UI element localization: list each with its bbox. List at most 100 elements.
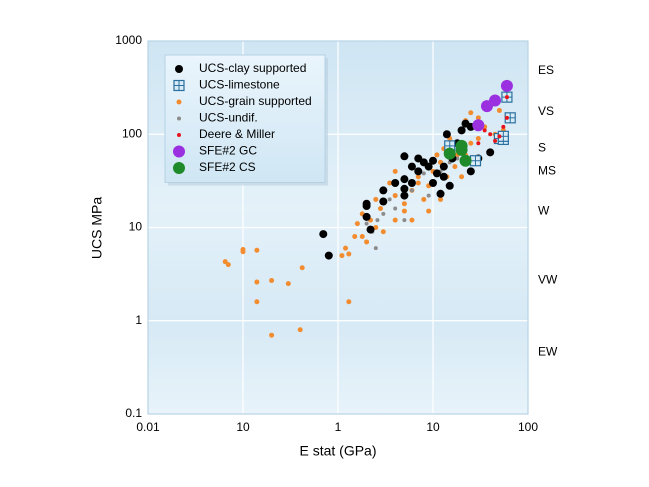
point	[421, 171, 426, 176]
point	[387, 197, 392, 202]
point	[434, 152, 440, 158]
point	[297, 327, 303, 333]
point	[496, 107, 502, 113]
point	[459, 154, 472, 167]
point	[407, 179, 416, 188]
legend-label: Deere & Miller	[199, 127, 275, 141]
point	[381, 211, 386, 216]
point	[400, 175, 409, 184]
point	[501, 124, 506, 129]
point	[377, 205, 383, 211]
point	[426, 193, 431, 198]
legend-label: SFE#2 CS	[199, 160, 256, 174]
strength-class-label: VS	[538, 104, 554, 118]
x-axis-title: E stat (GPa)	[299, 443, 376, 459]
point	[254, 279, 260, 285]
marker	[177, 133, 181, 137]
marker	[173, 79, 185, 92]
marker	[173, 162, 185, 174]
marker	[177, 116, 181, 121]
point	[436, 189, 445, 198]
point	[362, 212, 371, 221]
marker	[176, 99, 182, 105]
point	[379, 186, 388, 195]
point	[387, 180, 393, 186]
point	[500, 79, 513, 92]
y-tick-label: 0.1	[125, 406, 142, 420]
plot-frame	[147, 40, 529, 415]
point	[455, 143, 468, 156]
point	[429, 179, 437, 188]
legend	[164, 54, 326, 183]
point	[409, 188, 414, 193]
point	[362, 202, 371, 211]
point	[489, 94, 502, 107]
legend-label: UCS-undif.	[199, 111, 258, 125]
point	[225, 262, 231, 268]
y-tick-label: 1000	[115, 33, 142, 47]
point	[319, 230, 328, 239]
point	[445, 181, 454, 190]
point	[472, 119, 485, 132]
point	[426, 208, 432, 214]
point	[392, 168, 398, 174]
point	[469, 155, 482, 167]
point	[402, 218, 407, 223]
strength-class-label: W	[538, 203, 550, 217]
legend-label: UCS-limestone	[199, 78, 280, 92]
point	[401, 208, 407, 214]
strength-class-label: ES	[538, 63, 554, 77]
point	[421, 196, 427, 202]
point	[407, 162, 416, 171]
point	[400, 184, 409, 193]
point	[254, 299, 260, 305]
strength-class-label: S	[538, 140, 546, 154]
y-tick-label: 100	[122, 126, 142, 140]
y-axis-title: UCS MPa	[89, 197, 105, 259]
point	[442, 130, 451, 139]
point	[379, 197, 388, 206]
y-tick-label: 10	[129, 220, 143, 234]
point	[468, 110, 474, 116]
point	[424, 162, 433, 171]
point	[486, 148, 495, 157]
point	[364, 221, 369, 226]
x-tick-label: 100	[518, 420, 538, 434]
point	[269, 278, 275, 284]
x-tick-label: 0.01	[136, 420, 160, 434]
point	[438, 196, 444, 202]
strength-class-label: EW	[538, 344, 558, 358]
point	[439, 172, 448, 181]
marker	[173, 145, 185, 158]
point	[366, 225, 375, 234]
point	[343, 245, 349, 251]
point	[346, 299, 352, 305]
point	[457, 126, 466, 135]
point	[285, 281, 291, 287]
point	[432, 169, 441, 178]
point	[392, 193, 398, 199]
point	[468, 140, 474, 146]
point	[497, 134, 502, 139]
point	[401, 201, 407, 207]
marker	[175, 65, 183, 73]
point	[346, 251, 352, 257]
point	[414, 167, 423, 176]
point	[392, 217, 398, 223]
point	[443, 147, 456, 160]
point	[415, 180, 421, 186]
point	[380, 229, 386, 235]
point	[254, 247, 260, 253]
point	[429, 156, 437, 165]
point	[475, 136, 481, 142]
point	[415, 174, 421, 180]
point	[269, 332, 275, 338]
point	[466, 167, 475, 176]
point	[324, 251, 333, 260]
point	[339, 253, 345, 259]
point	[352, 234, 358, 240]
point	[476, 141, 481, 146]
x-tick-label: 10	[236, 420, 250, 434]
point	[354, 221, 360, 227]
